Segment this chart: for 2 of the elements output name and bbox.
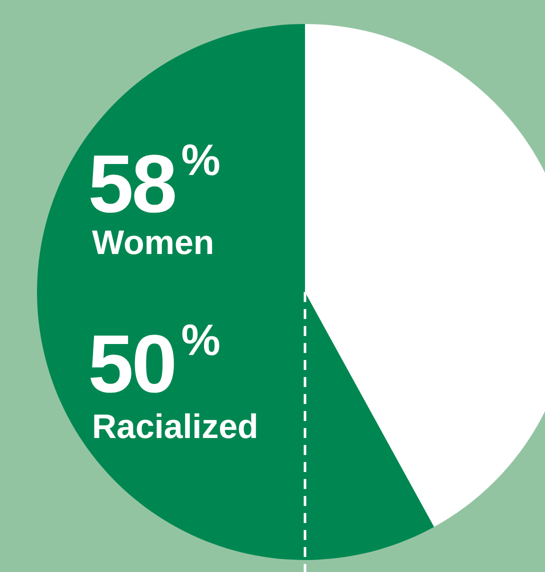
text: 50$^{%}$ bbox=[88, 316, 220, 410]
text: Racialized bbox=[92, 408, 258, 446]
